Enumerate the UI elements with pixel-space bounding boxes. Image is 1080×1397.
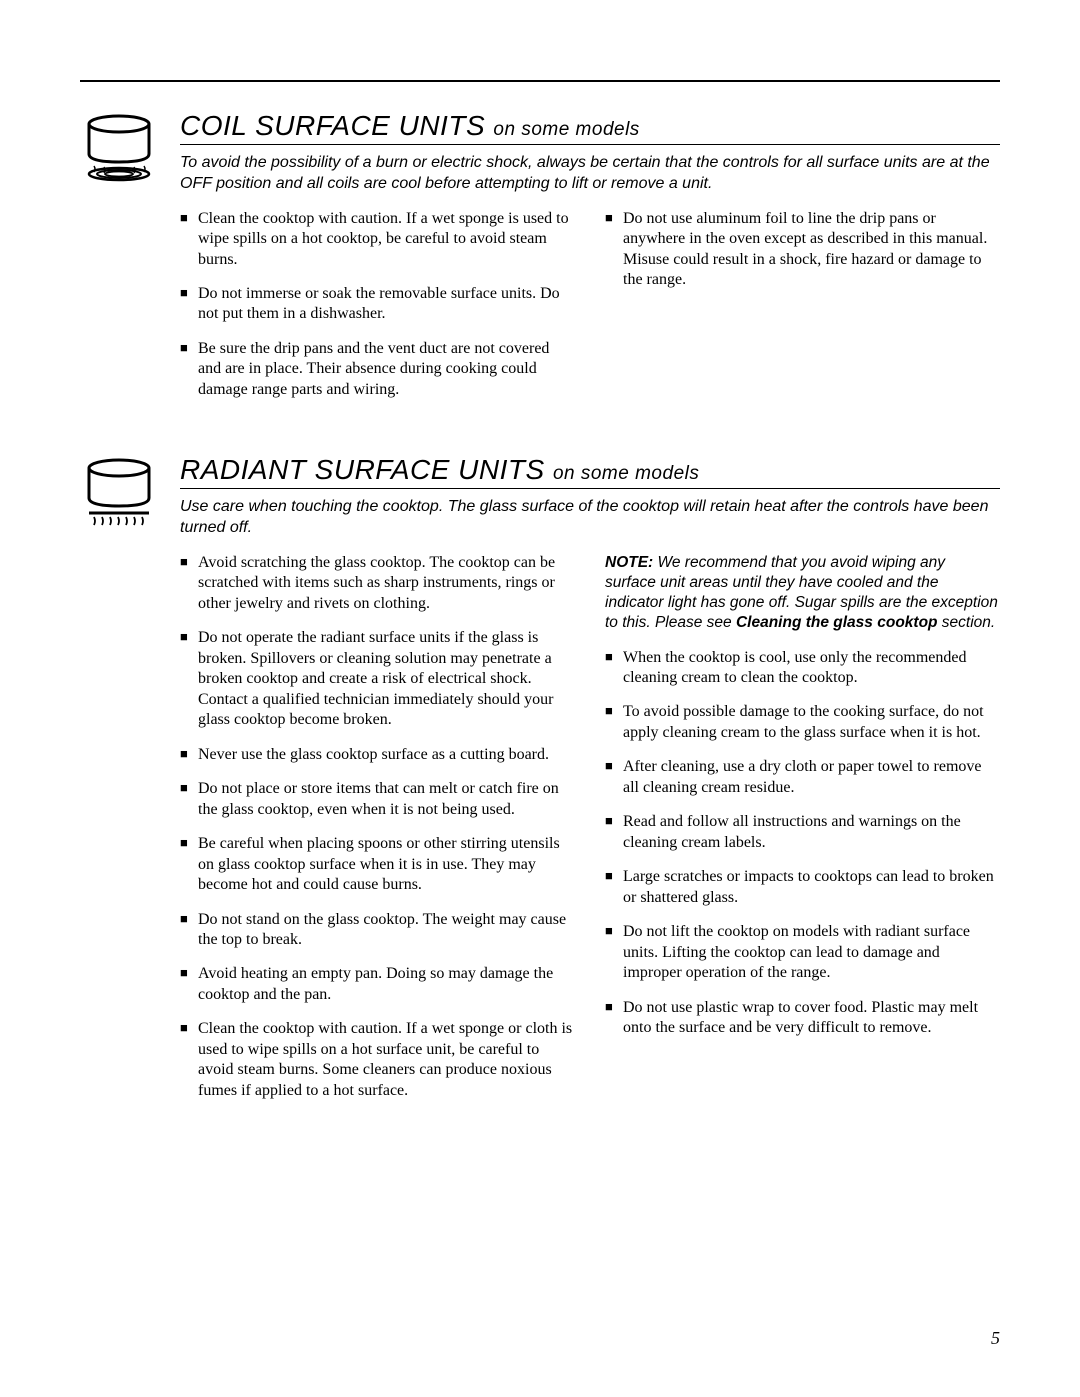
radiant-columns: Avoid scratching the glass cooktop. The … xyxy=(180,553,1000,1115)
section-radiant: RADIANT SURFACE UNITS on some models Use… xyxy=(80,454,1000,1115)
radiant-title: RADIANT SURFACE UNITS on some models xyxy=(180,454,1000,489)
list-item: Do not stand on the glass cooktop. The w… xyxy=(180,910,575,951)
radiant-col-left: Avoid scratching the glass cooktop. The … xyxy=(180,553,575,1115)
coil-content: COIL SURFACE UNITS on some models To avo… xyxy=(180,110,1000,414)
list-item: To avoid possible damage to the cooking … xyxy=(605,702,1000,743)
radiant-right-list: When the cooktop is cool, use only the r… xyxy=(605,648,1000,1039)
list-item: Avoid heating an empty pan. Doing so may… xyxy=(180,964,575,1005)
coil-columns: Clean the cooktop with caution. If a wet… xyxy=(180,209,1000,415)
list-item: Do not use aluminum foil to line the dri… xyxy=(605,209,1000,291)
list-item: Be careful when placing spoons or other … xyxy=(180,834,575,895)
coil-left-list: Clean the cooktop with caution. If a wet… xyxy=(180,209,575,401)
radiant-col-right: NOTE: We recommend that you avoid wiping… xyxy=(605,553,1000,1115)
section-coil: COIL SURFACE UNITS on some models To avo… xyxy=(80,110,1000,414)
list-item: After cleaning, use a dry cloth or paper… xyxy=(605,757,1000,798)
coil-title: COIL SURFACE UNITS on some models xyxy=(180,110,1000,145)
list-item: Be sure the drip pans and the vent duct … xyxy=(180,339,575,400)
radiant-title-sub: on some models xyxy=(553,463,699,484)
radiant-content: RADIANT SURFACE UNITS on some models Use… xyxy=(180,454,1000,1115)
list-item: When the cooktop is cool, use only the r… xyxy=(605,648,1000,689)
coil-col-left: Clean the cooktop with caution. If a wet… xyxy=(180,209,575,415)
note-tail: section. xyxy=(938,614,996,631)
list-item: Do not operate the radiant surface units… xyxy=(180,628,575,730)
coil-title-sub: on some models xyxy=(493,119,639,140)
radiant-left-list: Avoid scratching the glass cooktop. The … xyxy=(180,553,575,1101)
radiant-icon-col xyxy=(80,454,162,1115)
radiant-title-main: RADIANT SURFACE UNITS xyxy=(180,454,545,485)
coil-right-list: Do not use aluminum foil to line the dri… xyxy=(605,209,1000,291)
list-item: Never use the glass cooktop surface as a… xyxy=(180,745,575,765)
list-item: Large scratches or impacts to cooktops c… xyxy=(605,867,1000,908)
top-rule xyxy=(80,80,1000,82)
list-item: Do not place or store items that can mel… xyxy=(180,779,575,820)
note-bold2: Cleaning the glass cooktop xyxy=(736,614,938,631)
list-item: Read and follow all instructions and war… xyxy=(605,812,1000,853)
list-item: Do not use plastic wrap to cover food. P… xyxy=(605,998,1000,1039)
radiant-note: NOTE: We recommend that you avoid wiping… xyxy=(605,553,1000,634)
list-item: Do not lift the cooktop on models with r… xyxy=(605,922,1000,983)
coil-icon-col xyxy=(80,110,162,414)
list-item: Do not immerse or soak the removable sur… xyxy=(180,284,575,325)
pot-coil-icon xyxy=(80,112,158,190)
list-item: Avoid scratching the glass cooktop. The … xyxy=(180,553,575,614)
pot-radiant-icon xyxy=(80,456,158,534)
note-label: NOTE: xyxy=(605,554,653,571)
coil-title-main: COIL SURFACE UNITS xyxy=(180,110,485,141)
page-number: 5 xyxy=(991,1328,1000,1349)
coil-col-right: Do not use aluminum foil to line the dri… xyxy=(605,209,1000,415)
list-item: Clean the cooktop with caution. If a wet… xyxy=(180,209,575,270)
radiant-intro: Use care when touching the cooktop. The … xyxy=(180,497,1000,539)
list-item: Clean the cooktop with caution. If a wet… xyxy=(180,1019,575,1101)
coil-intro: To avoid the possibility of a burn or el… xyxy=(180,153,1000,195)
